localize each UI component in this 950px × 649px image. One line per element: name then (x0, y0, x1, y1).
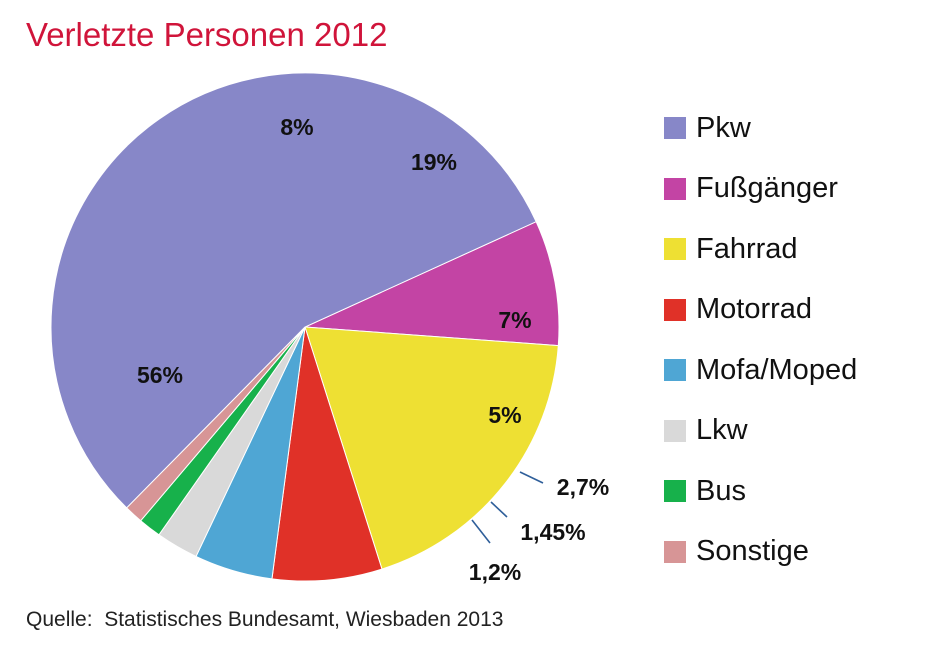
slice-label: 19% (411, 149, 457, 175)
legend-item: Mofa/Moped (664, 340, 944, 401)
legend-swatch (664, 359, 686, 382)
legend-label: Lkw (696, 414, 748, 447)
legend-label: Fußgänger (696, 172, 838, 205)
slice-label: 1,2% (469, 559, 521, 585)
slice-label: 2,7% (557, 474, 609, 500)
slice-label: 5% (488, 402, 521, 428)
legend-item: Motorrad (664, 280, 944, 341)
legend-item: Sonstige (664, 522, 944, 583)
leader-line-5 (519, 471, 544, 484)
legend-label: Fahrrad (696, 232, 798, 265)
pie-slice-fahrrad (304, 326, 559, 570)
legend-item: Bus (664, 461, 944, 522)
legend-item: Fahrrad (664, 219, 944, 280)
pie-slice-fußgänger (304, 221, 560, 347)
slice-label: 56% (137, 362, 183, 388)
legend-item: Lkw (664, 401, 944, 462)
slice-label: 7% (498, 307, 531, 333)
legend-swatch (664, 419, 686, 442)
legend-item: Pkw (664, 98, 944, 159)
legend-item: Fußgänger (664, 159, 944, 220)
legend-label: Mofa/Moped (696, 353, 858, 386)
legend-label: Pkw (696, 111, 751, 144)
slice-label: 1,45% (520, 519, 585, 545)
leader-line-7 (471, 519, 491, 544)
legend-swatch (664, 238, 686, 261)
legend-swatch (664, 177, 686, 200)
legend-swatch (664, 117, 686, 140)
legend-label: Motorrad (696, 293, 813, 326)
leader-line-6 (490, 501, 508, 518)
legend-swatch (664, 298, 686, 321)
legend-swatch (664, 540, 686, 563)
legend-label: Sonstige (696, 535, 809, 568)
pie-slice-pkw (50, 72, 537, 509)
legend: Pkw Fußgänger Fahrrad Motorrad Mofa/Moped Lkw… (664, 98, 944, 582)
pie-slice-motorrad (271, 326, 383, 582)
source-note: Quelle: Statistisches Bundesamt, Wiesbad… (26, 608, 504, 631)
chart-title: Verletzte Personen 2012 (26, 16, 388, 53)
legend-swatch (664, 480, 686, 503)
slice-label: 8% (280, 114, 313, 140)
legend-label: Bus (696, 474, 746, 507)
